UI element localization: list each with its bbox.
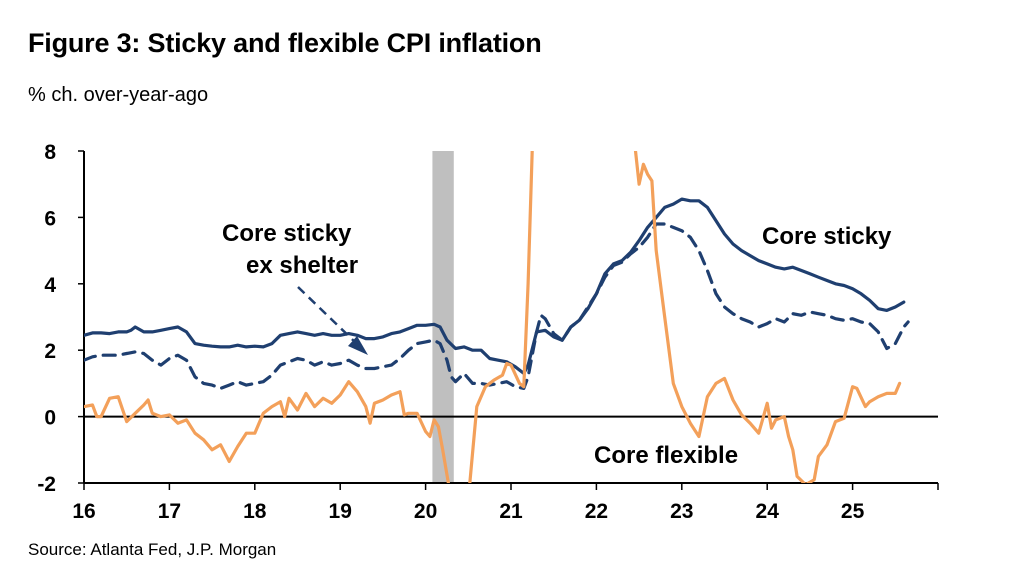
series-layer — [84, 151, 910, 483]
annotation-core-sticky: Core sticky — [762, 223, 892, 250]
series-line-core-flexible — [84, 151, 902, 483]
x-tick-label: 20 — [414, 500, 437, 523]
source-note: Source: Atlanta Fed, J.P. Morgan — [28, 540, 277, 559]
x-tick-label: 16 — [72, 500, 95, 523]
chart-title: Figure 3: Sticky and flexible CPI inflat… — [28, 28, 542, 58]
y-tick-label: 0 — [44, 407, 56, 430]
annotation-core-sticky-ex-shelter-line1: Core sticky — [222, 220, 352, 247]
x-tick-label: 21 — [499, 500, 523, 523]
y-tick-label: 6 — [44, 207, 56, 230]
y-tick-label: 8 — [44, 141, 56, 164]
y-tick-label: 2 — [44, 340, 56, 363]
x-tick-label: 19 — [329, 500, 352, 523]
y-tick-label: 4 — [44, 274, 56, 297]
annotation-arrow-head — [348, 336, 368, 355]
x-tick-label: 25 — [841, 500, 865, 523]
annotation-core-sticky-ex-shelter-line2: ex shelter — [246, 252, 358, 279]
x-tick-label: 23 — [670, 500, 693, 523]
chart-subtitle: % ch. over-year-ago — [28, 84, 209, 106]
x-tick-label: 17 — [158, 500, 181, 523]
x-tick-label: 24 — [756, 500, 780, 523]
y-tick-label: -2 — [37, 473, 56, 496]
annotation-core-flexible: Core flexible — [594, 442, 738, 469]
recession-shade-0 — [432, 151, 454, 483]
series-line-core-sticky — [84, 197, 906, 375]
x-tick-label: 18 — [243, 500, 267, 523]
recession-shading-layer — [432, 151, 454, 483]
annotation-arrow-line — [297, 286, 357, 344]
series-line-core-sticky-ex-shelter — [84, 222, 910, 390]
x-tick-label: 22 — [585, 500, 608, 523]
annotations: Core sticky ex shelter Core sticky Core … — [222, 220, 892, 469]
